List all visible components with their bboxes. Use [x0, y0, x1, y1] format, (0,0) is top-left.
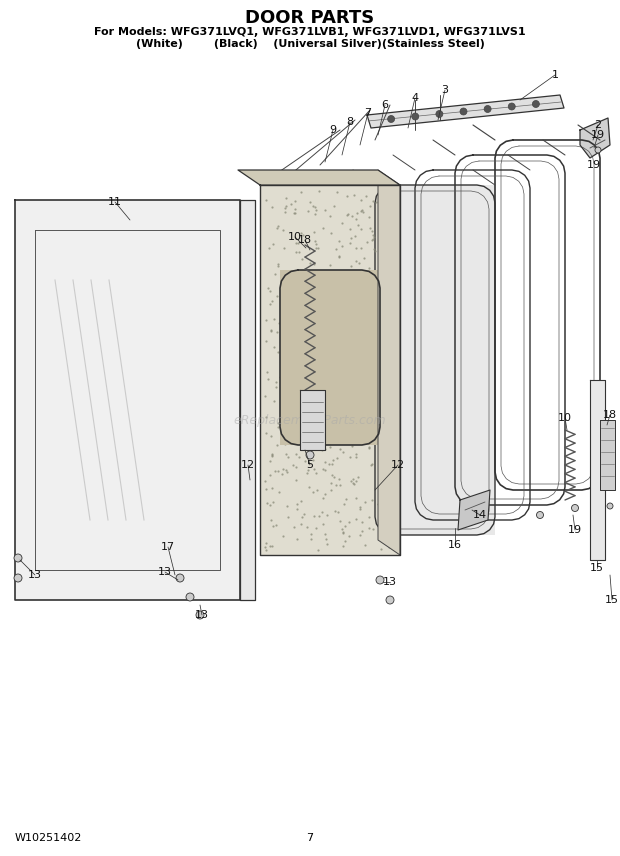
Text: 18: 18: [298, 235, 312, 245]
Text: 5: 5: [306, 460, 314, 470]
Text: 8: 8: [347, 117, 353, 127]
Circle shape: [186, 593, 194, 601]
Circle shape: [386, 596, 394, 604]
Circle shape: [533, 100, 539, 108]
Circle shape: [436, 110, 443, 117]
Text: 14: 14: [473, 510, 487, 520]
Circle shape: [376, 576, 384, 584]
Text: 10: 10: [558, 413, 572, 423]
Circle shape: [607, 503, 613, 509]
Text: 4: 4: [412, 93, 418, 103]
Polygon shape: [367, 95, 564, 128]
Circle shape: [14, 554, 22, 562]
Circle shape: [176, 574, 184, 582]
Circle shape: [196, 611, 204, 619]
Circle shape: [306, 451, 314, 459]
Circle shape: [508, 103, 515, 110]
Circle shape: [412, 113, 418, 120]
Text: 15: 15: [605, 595, 619, 605]
Circle shape: [388, 116, 394, 122]
Text: 1: 1: [552, 70, 559, 80]
Polygon shape: [375, 185, 495, 535]
Text: 13: 13: [195, 610, 209, 620]
Polygon shape: [378, 170, 400, 555]
Text: 12: 12: [241, 460, 255, 470]
Text: 7: 7: [306, 833, 314, 843]
Text: 18: 18: [603, 410, 617, 420]
Text: 3: 3: [441, 85, 448, 95]
Polygon shape: [580, 118, 610, 158]
Text: 19: 19: [591, 130, 605, 140]
Text: 7: 7: [365, 108, 371, 118]
Circle shape: [14, 574, 22, 582]
Text: 19: 19: [568, 525, 582, 535]
Polygon shape: [458, 490, 490, 530]
Text: 17: 17: [161, 542, 175, 552]
Polygon shape: [15, 200, 240, 600]
Text: 6: 6: [381, 100, 389, 110]
Polygon shape: [590, 380, 605, 560]
Polygon shape: [238, 170, 400, 185]
Polygon shape: [300, 390, 325, 450]
Text: 16: 16: [448, 540, 462, 550]
Text: 2: 2: [595, 120, 601, 130]
Text: 11: 11: [108, 197, 122, 207]
Text: DOOR PARTS: DOOR PARTS: [246, 9, 374, 27]
Text: 15: 15: [590, 563, 604, 573]
Text: (White)        (Black)    (Universal Silver)(Stainless Steel): (White) (Black) (Universal Silver)(Stain…: [136, 39, 484, 49]
Text: W10251402: W10251402: [15, 833, 82, 843]
Circle shape: [595, 147, 601, 153]
Text: For Models: WFG371LVQ1, WFG371LVB1, WFG371LVD1, WFG371LVS1: For Models: WFG371LVQ1, WFG371LVB1, WFG3…: [94, 27, 526, 37]
Text: 13: 13: [28, 570, 42, 580]
Text: 19: 19: [587, 160, 601, 170]
Circle shape: [484, 105, 491, 112]
Text: 10: 10: [288, 232, 302, 242]
Circle shape: [572, 504, 578, 512]
Circle shape: [536, 512, 544, 519]
Text: 9: 9: [329, 125, 337, 135]
Polygon shape: [280, 270, 380, 445]
Polygon shape: [260, 185, 400, 555]
Text: 13: 13: [158, 567, 172, 577]
Polygon shape: [240, 200, 255, 600]
Text: 12: 12: [391, 460, 405, 470]
Polygon shape: [600, 420, 615, 490]
Text: 13: 13: [383, 577, 397, 587]
Circle shape: [460, 108, 467, 115]
Text: eReplacementParts.com: eReplacementParts.com: [234, 413, 386, 426]
